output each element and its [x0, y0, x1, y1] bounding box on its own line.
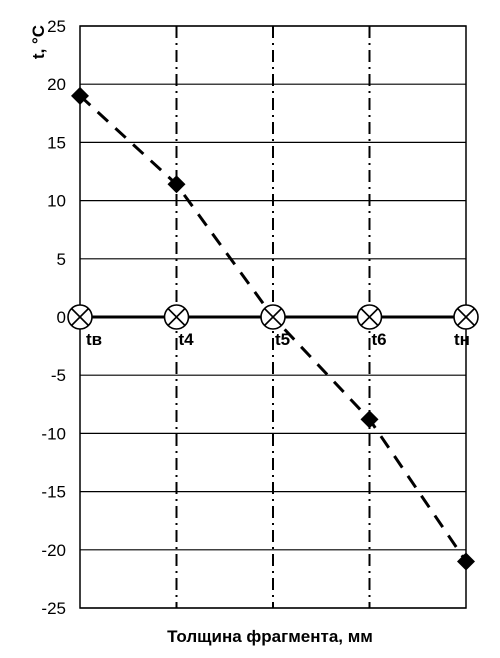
y-tick-label: -15: [41, 483, 66, 502]
x-mark-b: [263, 307, 283, 327]
boundary-label: t4: [179, 330, 195, 349]
y-tick-label: -5: [51, 366, 66, 385]
diamond-point: [167, 175, 186, 194]
x-mark-b: [167, 307, 186, 327]
y-tick-label: -10: [41, 424, 66, 443]
diamond-point: [457, 552, 475, 571]
circled-x-point: [453, 304, 479, 330]
boundary-label: t5: [275, 330, 290, 349]
y-tick-label: 25: [47, 17, 66, 36]
boundary-label: tн: [454, 330, 470, 349]
circled-x-point: [356, 304, 383, 330]
circled-x-point: [67, 304, 93, 330]
y-axis-title: t, °C: [29, 25, 48, 59]
y-tick-label: 15: [47, 133, 66, 152]
y-tick-label: 0: [57, 308, 66, 327]
diamond-point: [360, 410, 379, 429]
x-mark-b: [456, 307, 476, 327]
boundary-label: t6: [372, 330, 387, 349]
x-mark-b: [360, 307, 379, 327]
boundary-labels: tв t4 t5 t6 tн: [86, 330, 470, 349]
y-tick-label: -25: [41, 599, 66, 618]
boundary-label: tв: [86, 330, 102, 349]
x-mark-b: [70, 307, 90, 327]
y-tick-label: 5: [57, 250, 66, 269]
series-layer: [67, 86, 479, 571]
circled-x-point: [163, 304, 190, 330]
diamond-point: [71, 86, 89, 105]
y-tick-label: 10: [47, 192, 66, 211]
y-tick-label: 20: [47, 75, 66, 94]
circled-x-point: [260, 304, 286, 330]
y-tick-labels: 25 20 15 10 5 0 -5 -10 -15 -20 -25: [41, 17, 66, 618]
x-axis-title: Толщина фрагмента, мм: [167, 627, 373, 646]
y-tick-label: -20: [41, 541, 66, 560]
